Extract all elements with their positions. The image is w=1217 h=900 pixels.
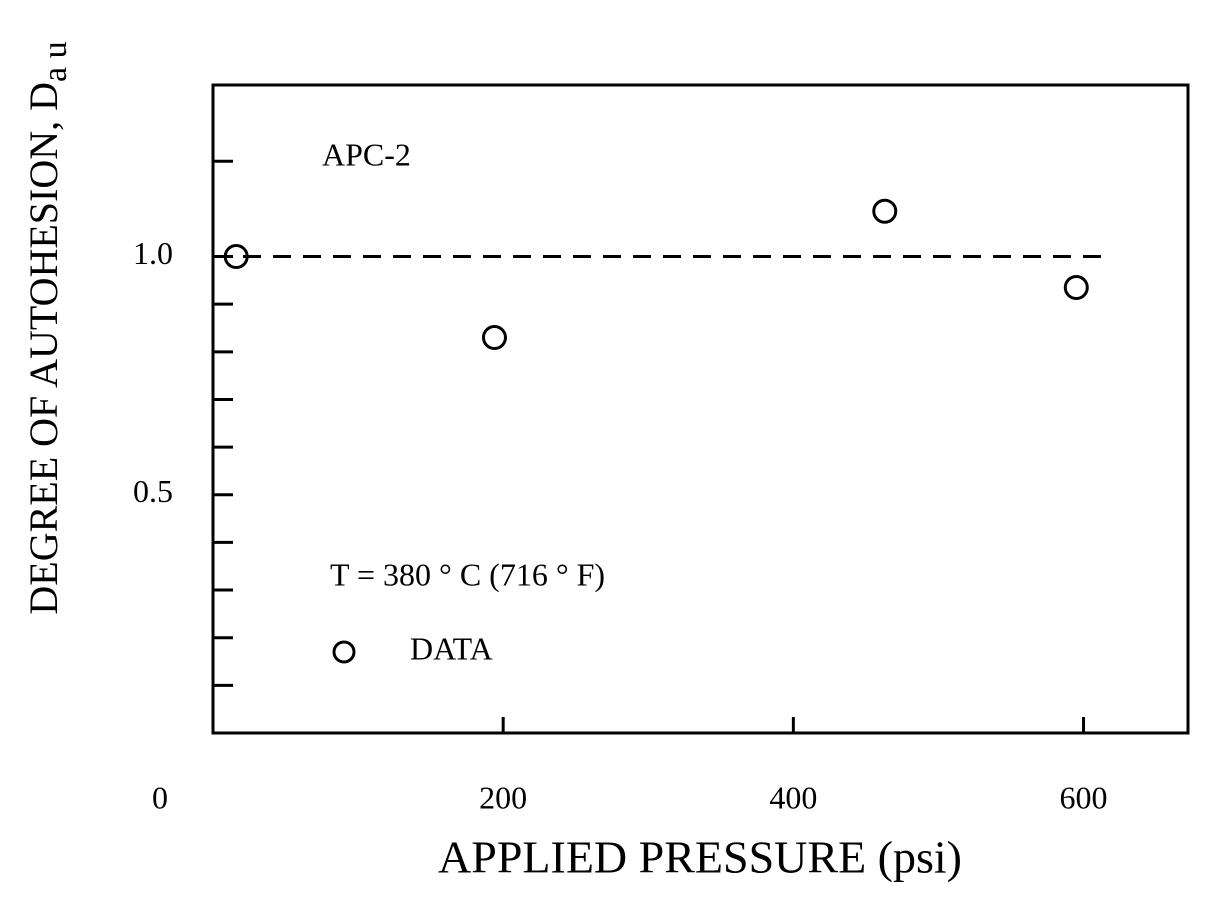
- data-point: [223, 244, 249, 270]
- y-axis-label-sub: a u: [37, 41, 74, 82]
- legend-label: DATA: [410, 630, 493, 666]
- data-point: [1063, 275, 1089, 300]
- y-tick-label: 0.5: [133, 473, 173, 509]
- x-axis-label: APPLIED PRESSURE (psi): [438, 832, 962, 883]
- legend-marker: [332, 640, 356, 664]
- y-axis-label-main: DEGREE OF AUTOHESION, D: [21, 82, 66, 615]
- x-tick-label: 600: [1060, 779, 1108, 815]
- annotation: APC-2: [322, 136, 411, 172]
- x-tick-label: 0: [152, 779, 168, 815]
- y-axis-label: DEGREE OF AUTOHESION, Da u: [21, 41, 74, 614]
- x-tick-label: 400: [769, 779, 817, 815]
- plot-frame: [211, 83, 1190, 735]
- y-tick-label: 1.0: [133, 235, 173, 271]
- annotation: T = 380 ° C (716 ° F): [330, 556, 605, 592]
- data-point: [481, 325, 507, 351]
- data-point: [872, 198, 898, 224]
- x-tick-label: 200: [479, 779, 527, 815]
